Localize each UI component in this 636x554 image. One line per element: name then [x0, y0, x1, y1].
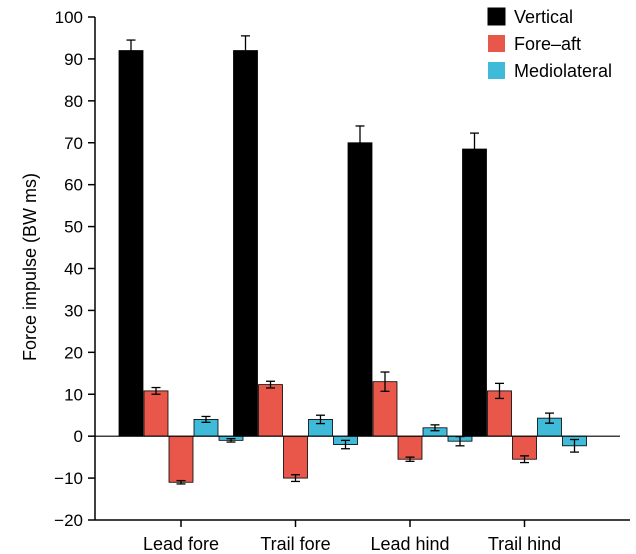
legend-label: Fore–aft	[514, 34, 581, 54]
bar	[397, 435, 423, 460]
y-tick-label: −20	[54, 511, 83, 530]
legend: Vertical Fore–aft Mediolateral	[487, 7, 612, 81]
y-axis-title: Force impulse (BW ms)	[20, 173, 40, 361]
bar	[347, 142, 373, 437]
y-tick-label: 20	[64, 343, 83, 362]
legend-swatch	[488, 62, 505, 79]
bar	[462, 148, 487, 437]
bar	[143, 390, 169, 437]
bar	[118, 50, 144, 437]
y-tick-label: 0	[74, 427, 83, 446]
legend-swatch	[488, 35, 505, 52]
y-tick-label: 80	[64, 92, 83, 111]
bar	[233, 50, 258, 437]
bar	[258, 384, 283, 437]
x-axis: Lead fore Trail fore Lead hind Trail hind	[95, 519, 630, 554]
y-tick-label: 10	[64, 385, 83, 404]
y-tick-label: −10	[54, 469, 83, 488]
bar	[168, 435, 194, 483]
y-tick-label: 70	[64, 134, 83, 153]
x-tick-label: Lead hind	[370, 534, 449, 554]
legend-label: Vertical	[514, 7, 573, 27]
y-tick-label: 100	[55, 8, 83, 27]
x-tick-label: Lead fore	[143, 534, 219, 554]
y-tick-label: 60	[64, 176, 83, 195]
y-tick-label: 30	[64, 301, 83, 320]
x-tick-label: Trail fore	[260, 534, 330, 554]
y-tick-label: 90	[64, 50, 83, 69]
legend-label: Mediolateral	[514, 61, 612, 81]
x-tick-label: Trail hind	[488, 534, 561, 554]
legend-swatch	[487, 7, 506, 26]
chart-marks	[95, 35, 620, 485]
bar	[283, 435, 308, 479]
y-tick-label: 40	[64, 260, 83, 279]
y-tick-label: 50	[64, 218, 83, 237]
y-axis: −20 −10 0 10 20 30 40 50 60 70 80 90 100	[54, 8, 96, 530]
